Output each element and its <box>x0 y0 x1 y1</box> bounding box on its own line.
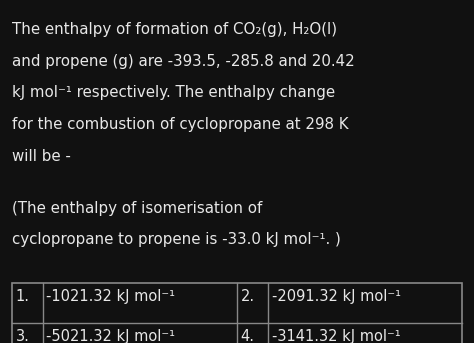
Text: -5021.32 kJ mol⁻¹: -5021.32 kJ mol⁻¹ <box>46 329 175 343</box>
Text: The enthalpy of formation of CO₂(g), H₂O(l): The enthalpy of formation of CO₂(g), H₂O… <box>12 22 337 37</box>
Text: and propene (g) are -393.5, -285.8 and 20.42: and propene (g) are -393.5, -285.8 and 2… <box>12 54 355 69</box>
Text: 4.: 4. <box>241 329 255 343</box>
Text: 2.: 2. <box>241 289 255 304</box>
Text: -3141.32 kJ mol⁻¹: -3141.32 kJ mol⁻¹ <box>272 329 400 343</box>
Text: for the combustion of cyclopropane at 298 K: for the combustion of cyclopropane at 29… <box>12 117 348 132</box>
Text: will be -: will be - <box>12 149 71 164</box>
Text: 1.: 1. <box>16 289 30 304</box>
Text: -2091.32 kJ mol⁻¹: -2091.32 kJ mol⁻¹ <box>272 289 401 304</box>
Text: (The enthalpy of isomerisation of: (The enthalpy of isomerisation of <box>12 201 262 216</box>
Text: kJ mol⁻¹ respectively. The enthalpy change: kJ mol⁻¹ respectively. The enthalpy chan… <box>12 85 335 100</box>
Text: 3.: 3. <box>16 329 29 343</box>
Bar <box>12 283 462 343</box>
Text: -1021.32 kJ mol⁻¹: -1021.32 kJ mol⁻¹ <box>46 289 175 304</box>
Text: cyclopropane to propene is -33.0 kJ mol⁻¹. ): cyclopropane to propene is -33.0 kJ mol⁻… <box>12 232 341 247</box>
